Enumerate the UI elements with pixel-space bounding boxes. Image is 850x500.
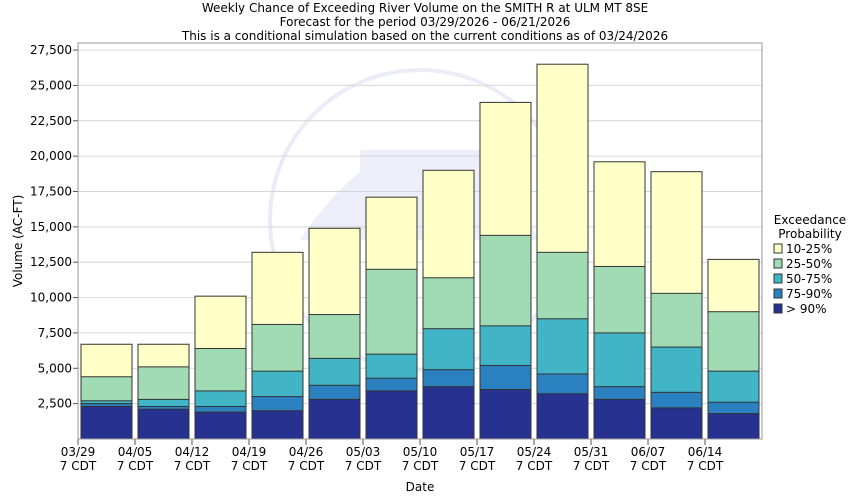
x-tick-sublabel: 7 CDT [687, 459, 724, 473]
legend-label: > 90% [786, 302, 827, 316]
x-tick-label: 05/24 [517, 445, 552, 459]
x-tick-label: 05/03 [346, 445, 381, 459]
x-tick-label: 05/31 [574, 445, 609, 459]
x-tick-label: 05/10 [403, 445, 438, 459]
x-tick-sublabel: 7 CDT [402, 459, 439, 473]
x-axis-label: Date [406, 480, 435, 494]
x-tick-sublabel: 7 CDT [459, 459, 496, 473]
bar-segment [479, 389, 532, 440]
bar-segment [251, 410, 304, 440]
x-tick-label: 04/05 [118, 445, 153, 459]
y-tick-label: 5,000 [38, 361, 72, 375]
bar-segment [137, 408, 190, 440]
legend-swatch [773, 303, 783, 314]
y-axis: 2,500 5,000 7,500 10,000 12,500 15,000 17,500 2… [30, 43, 78, 411]
bar-segment [308, 398, 361, 440]
x-tick-sublabel: 7 CDT [516, 459, 553, 473]
y-tick-label: 12,500 [30, 255, 72, 269]
y-tick-label: 15,000 [30, 220, 72, 234]
legend-label: 75-90% [786, 287, 832, 301]
legend-swatch [773, 258, 783, 269]
bar-segment [422, 386, 475, 440]
y-tick-label: 25,000 [30, 78, 72, 92]
x-tick-sublabel: 7 CDT [231, 459, 268, 473]
x-tick-label: 04/12 [175, 445, 210, 459]
bar-segment [194, 411, 247, 440]
bar-segment [536, 393, 589, 440]
y-tick-label: 10,000 [30, 291, 72, 305]
x-tick-sublabel: 7 CDT [630, 459, 667, 473]
gridlines [78, 49, 762, 405]
legend-label: 50-75% [786, 272, 832, 286]
bar-segment [593, 398, 646, 440]
x-tick-sublabel: 7 CDT [60, 459, 97, 473]
x-tick-label: 06/14 [688, 445, 723, 459]
y-axis-label: Volume (AC-FT) [11, 195, 25, 288]
x-tick-label: 05/17 [460, 445, 495, 459]
y-tick-label: 20,000 [30, 149, 72, 163]
bar-segment [365, 390, 418, 440]
chart-subtitle-2: This is a conditional simulation based o… [181, 29, 669, 43]
x-tick-sublabel: 7 CDT [345, 459, 382, 473]
x-tick-label: 06/07 [631, 445, 666, 459]
y-tick-label: 22,500 [30, 114, 72, 128]
chart-subtitle: Forecast for the period 03/29/2026 - 06/… [279, 15, 571, 29]
y-tick-label: 2,500 [38, 397, 72, 411]
bar-segment [707, 413, 760, 440]
bar-segment [80, 405, 133, 440]
legend-title-line2: Probability [778, 227, 841, 241]
legend-label: 10-25% [786, 242, 832, 256]
x-tick-label: 04/26 [289, 445, 324, 459]
legend-swatch [773, 243, 783, 254]
x-tick-sublabel: 7 CDT [117, 459, 154, 473]
y-tick-label: 17,500 [30, 185, 72, 199]
chart-titles: Weekly Chance of Exceeding River Volume … [0, 1, 850, 43]
legend-label: 25-50% [786, 257, 832, 271]
plot-frame [77, 42, 763, 440]
y-tick-label: 7,500 [38, 326, 72, 340]
legend-swatch [773, 273, 783, 284]
chart-title: Weekly Chance of Exceeding River Volume … [201, 1, 649, 15]
x-tick-sublabel: 7 CDT [288, 459, 325, 473]
x-tick-sublabel: 7 CDT [573, 459, 610, 473]
x-tick-label: 03/29 [61, 445, 96, 459]
y-tick-label: 27,500 [30, 43, 72, 57]
legend-swatch [773, 288, 783, 299]
x-tick-label: 04/19 [232, 445, 267, 459]
x-tick-sublabel: 7 CDT [174, 459, 211, 473]
legend-title-line1: Exceedance [774, 213, 846, 227]
bar-segment [650, 407, 703, 440]
legend: Exceedance Probability 10-25%25-50%50-75… [773, 213, 846, 316]
